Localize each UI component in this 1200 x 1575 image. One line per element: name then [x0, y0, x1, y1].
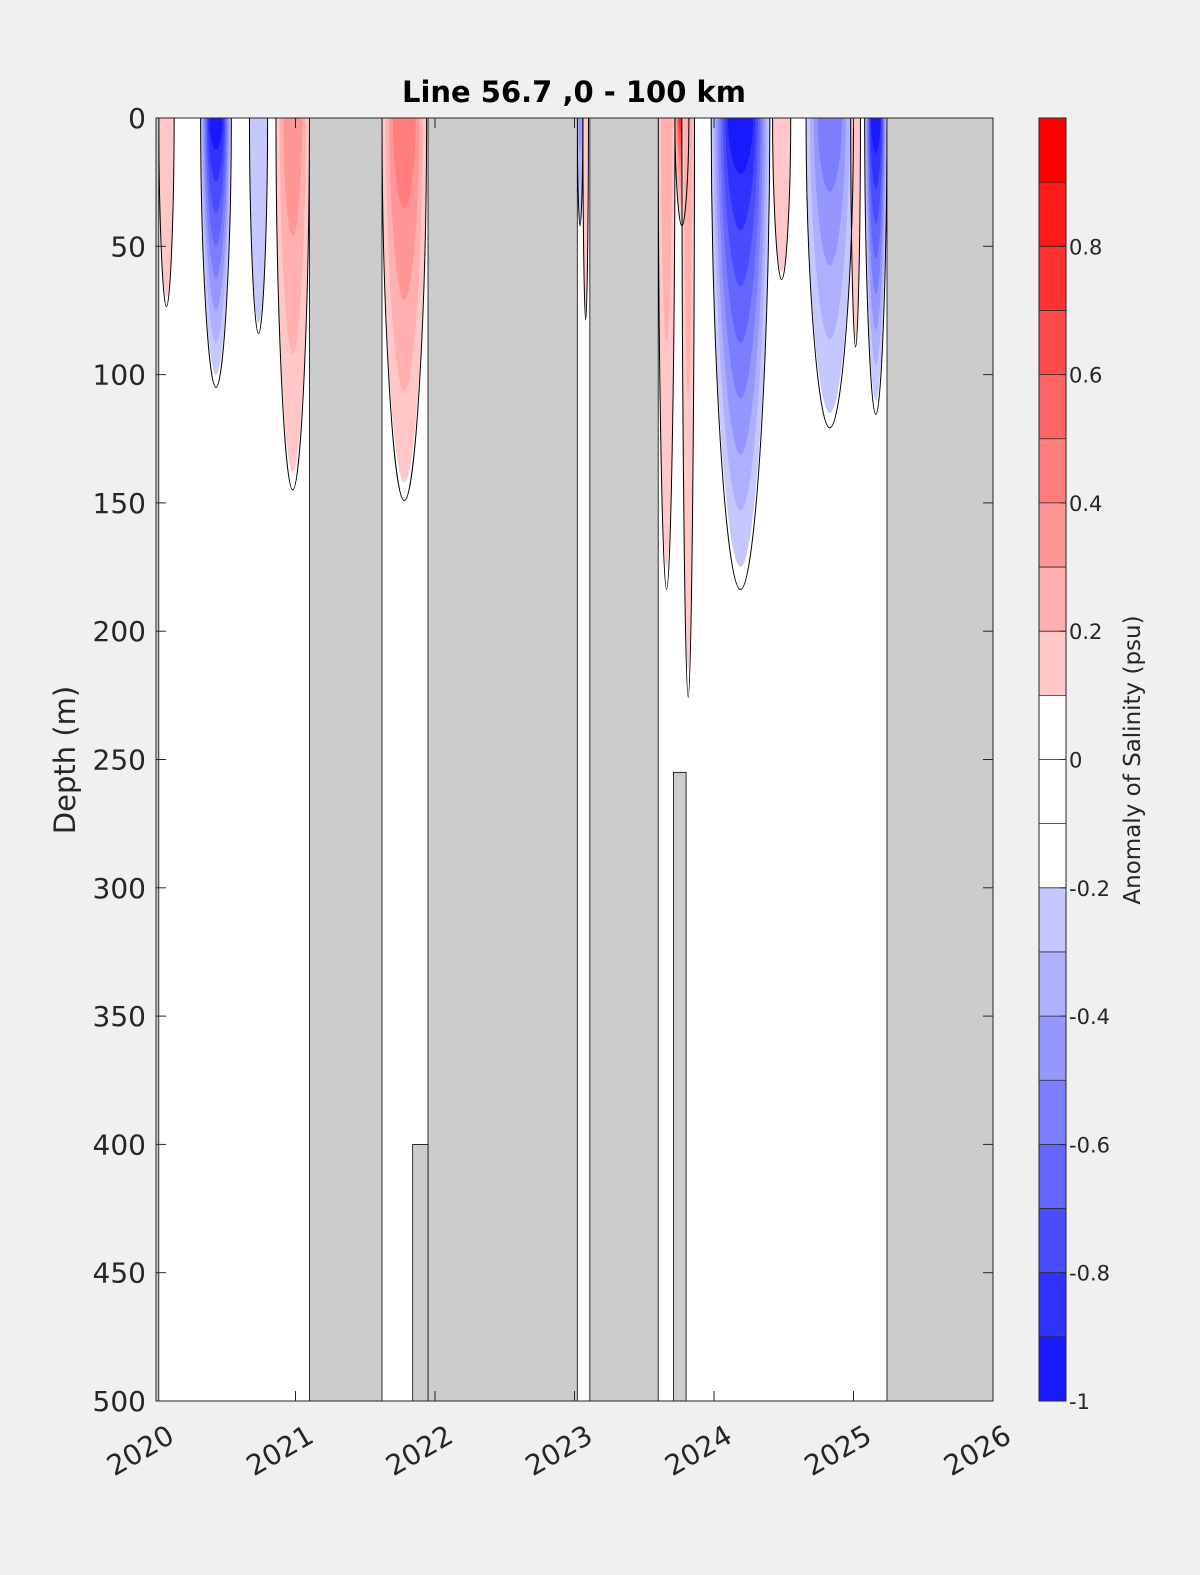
colorbar-tick-label--0.2: -0.2 [1069, 877, 1110, 901]
y-tick-label-200: 200 [93, 615, 146, 648]
colorbar-segment-13 [1039, 502, 1066, 568]
y-tick-label-50: 50 [110, 230, 146, 263]
anomaly-patch-1-7 [209, 118, 223, 151]
anomaly-patch-14-7 [871, 118, 881, 154]
contour-line-4 [381, 118, 428, 502]
x-tick-label-2026: 2026 [938, 1418, 1016, 1482]
x-tick-label-2021: 2021 [241, 1418, 319, 1482]
y-tick-label-350: 350 [93, 1000, 146, 1033]
colorbar-tick-label--1: -1 [1069, 1390, 1090, 1414]
anomaly-patch-9-1 [683, 118, 693, 394]
colorbar-segment-7 [1039, 887, 1066, 952]
colorbar-segment-0 [1039, 1336, 1066, 1401]
no-data-region-0 [309, 118, 383, 1401]
x-tick-label-2023: 2023 [520, 1418, 598, 1482]
contour-line-6 [582, 118, 589, 321]
y-tick-label-300: 300 [93, 872, 146, 905]
no-data-region-1 [427, 118, 578, 1401]
colorbar-segment-6 [1039, 951, 1066, 1017]
no-data-layer [156, 118, 993, 1401]
contour-line-10 [710, 118, 771, 591]
x-tick-label-2022: 2022 [380, 1418, 458, 1482]
colorbar-segment-11 [1039, 631, 1066, 696]
colorbar: -1 -0.8 -0.6 -0.4 -0.2 0 0.2 0.4 0.6 0.8 [1038, 117, 1110, 1414]
y-tick-label-150: 150 [93, 487, 146, 520]
y-axis: 0 50 100 150 200 250 300 350 400 450 500 [93, 102, 993, 1418]
colorbar-segment-19 [1039, 118, 1066, 183]
colorbar-tick-label-0.4: 0.4 [1069, 492, 1102, 516]
colorbar-segment-18 [1039, 182, 1066, 247]
colorbar-segment-16 [1039, 310, 1066, 375]
y-tick-label-450: 450 [93, 1257, 146, 1290]
y-tick-label-500: 500 [93, 1385, 146, 1418]
anomaly-patch-0-0 [158, 118, 175, 298]
anomaly-patch-10-7 [727, 118, 754, 175]
colorbar-segment-12 [1039, 567, 1066, 632]
chart-title: Line 56.7 ,0 - 100 km [402, 75, 746, 109]
colorbar-label: Anomaly of Salinity (psu) [1120, 615, 1146, 904]
colorbar-tick-label--0.8: -0.8 [1069, 1262, 1110, 1286]
colorbar-segment-8 [1039, 823, 1066, 888]
anomaly-patch-11-0 [772, 118, 791, 272]
colorbar-tick-label-0.2: 0.2 [1069, 620, 1102, 644]
colorbar-segment-2 [1039, 1208, 1066, 1273]
anomaly-patch-12-3 [817, 118, 842, 192]
contour-line-3 [275, 118, 310, 491]
anomaly-patch-4-3 [392, 118, 416, 210]
colorbar-segment-5 [1039, 1016, 1066, 1081]
colorbar-segment-15 [1039, 374, 1066, 439]
colorbar-segment-14 [1039, 438, 1066, 503]
y-tick-label-250: 250 [93, 744, 146, 777]
colorbar-segment-4 [1039, 1080, 1066, 1145]
contour-line-9 [681, 118, 695, 698]
colorbar-tick-label-0: 0 [1069, 749, 1082, 773]
contour-line-13 [850, 118, 861, 348]
no-data-region-5 [412, 1144, 429, 1401]
anomaly-patch-2-0 [249, 118, 268, 324]
contour-line-0 [158, 118, 175, 308]
colorbar-tick-label-0.6: 0.6 [1069, 364, 1102, 388]
colorbar-tick-label--0.4: -0.4 [1069, 1005, 1110, 1029]
colorbar-segment-1 [1039, 1272, 1066, 1337]
contour-line-11 [772, 118, 792, 281]
colorbar-tick-label-0.8: 0.8 [1069, 235, 1102, 259]
y-tick-label-400: 400 [93, 1128, 146, 1161]
anomaly-patch-3-2 [283, 118, 303, 237]
colorbar-tick-label--0.6: -0.6 [1069, 1133, 1110, 1157]
y-tick-label-0: 0 [128, 102, 146, 135]
contour-line-2 [248, 118, 269, 335]
contour-line-7 [657, 118, 676, 591]
colorbar-segment-9 [1039, 759, 1066, 824]
no-data-region-4 [886, 118, 993, 1401]
x-tick-label-2025: 2025 [799, 1418, 877, 1482]
anomaly-patch-7-1 [660, 118, 673, 343]
no-data-region-2 [589, 118, 659, 1401]
plot-content [156, 118, 993, 1401]
anomaly-patch-5-2 [578, 118, 582, 153]
anomaly-layer [158, 118, 887, 670]
contour-lines [158, 118, 888, 698]
no-data-region-3 [673, 771, 687, 1401]
contour-line-1 [200, 118, 232, 388]
y-axis-label: Depth (m) [48, 686, 82, 834]
contour-line-12 [805, 118, 854, 429]
contour-line-14 [864, 118, 888, 415]
x-tick-label-2020: 2020 [101, 1418, 179, 1482]
colorbar-segment-10 [1039, 695, 1066, 760]
y-tick-label-100: 100 [93, 359, 146, 392]
colorbar-segment-3 [1039, 1144, 1066, 1209]
colorbar-segment-17 [1039, 246, 1066, 311]
x-tick-label-2024: 2024 [659, 1418, 737, 1482]
